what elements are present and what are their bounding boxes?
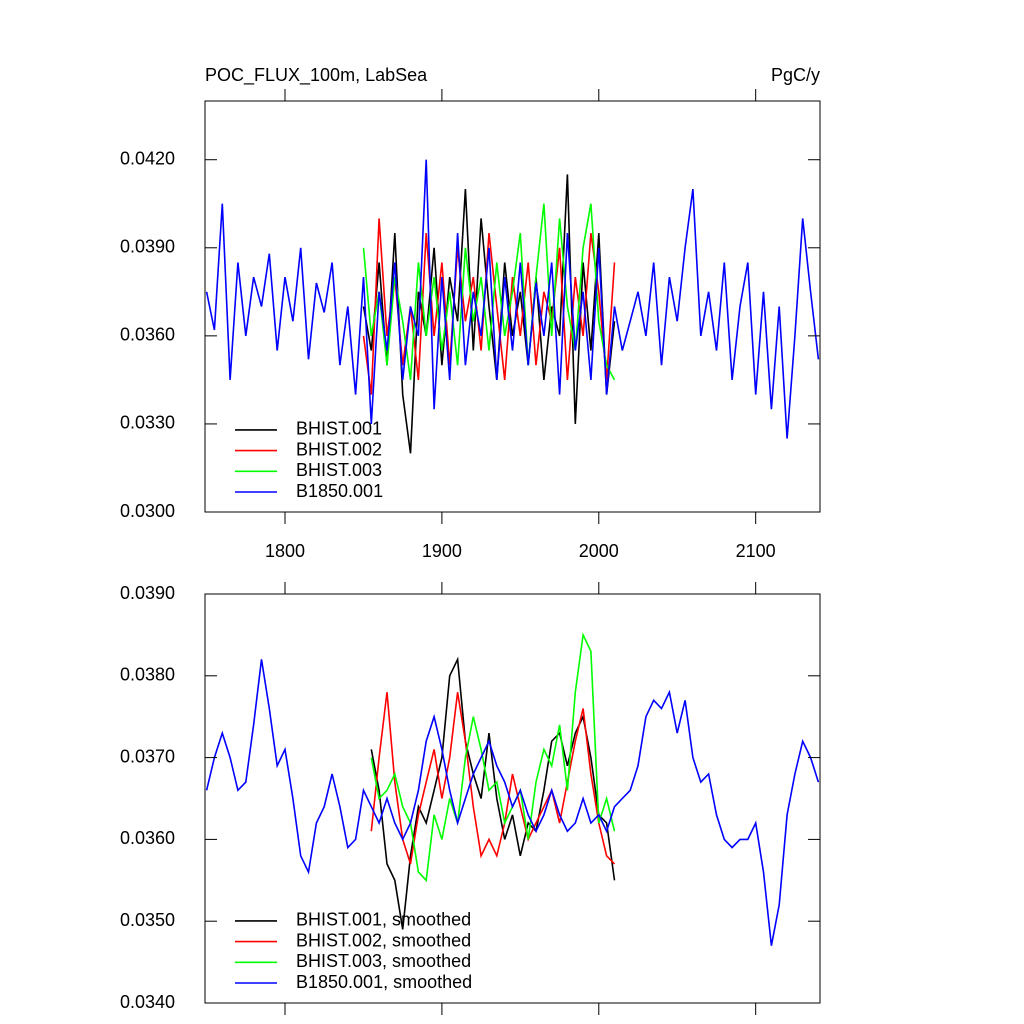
units-label: PgC/y xyxy=(771,65,820,85)
x-tick-label: 1900 xyxy=(422,541,462,561)
y-tick-label: 0.0360 xyxy=(120,325,175,345)
series-line xyxy=(362,174,616,454)
chart-title: POC_FLUX_100m, LabSea xyxy=(205,65,428,86)
y-tick-label: 0.0370 xyxy=(120,746,175,766)
y-tick-label: 0.0390 xyxy=(120,583,175,603)
series-line xyxy=(205,659,820,946)
legend-label: BHIST.003 xyxy=(296,460,382,480)
series-line xyxy=(205,159,820,439)
legend-label: BHIST.002 xyxy=(296,439,382,459)
y-tick-label: 0.0380 xyxy=(120,665,175,685)
series-line xyxy=(370,656,616,930)
legend-label: B1850.001 xyxy=(296,481,383,501)
y-tick-label: 0.0340 xyxy=(120,992,175,1012)
legend-label: BHIST.002, smoothed xyxy=(296,930,471,950)
x-tick-label: 2100 xyxy=(736,541,776,561)
series-line xyxy=(370,632,616,883)
legend-label: B1850.001, smoothed xyxy=(296,972,472,992)
y-tick-label: 0.0300 xyxy=(120,501,175,521)
legend-label: BHIST.003, smoothed xyxy=(296,951,471,971)
legend-label: BHIST.001 xyxy=(296,419,382,439)
plot-frame xyxy=(204,593,821,1004)
series-line xyxy=(362,203,616,381)
plot-frame xyxy=(204,100,821,513)
y-tick-label: 0.0420 xyxy=(120,148,175,168)
series-line xyxy=(370,692,616,865)
legend-label: BHIST.001, smoothed xyxy=(296,910,471,930)
y-tick-label: 0.0360 xyxy=(120,828,175,848)
y-tick-label: 0.0390 xyxy=(120,237,175,257)
y-tick-label: 0.0330 xyxy=(120,413,175,433)
y-tick-label: 0.0350 xyxy=(120,910,175,930)
x-tick-label: 1800 xyxy=(265,541,305,561)
x-tick-label: 2000 xyxy=(579,541,619,561)
